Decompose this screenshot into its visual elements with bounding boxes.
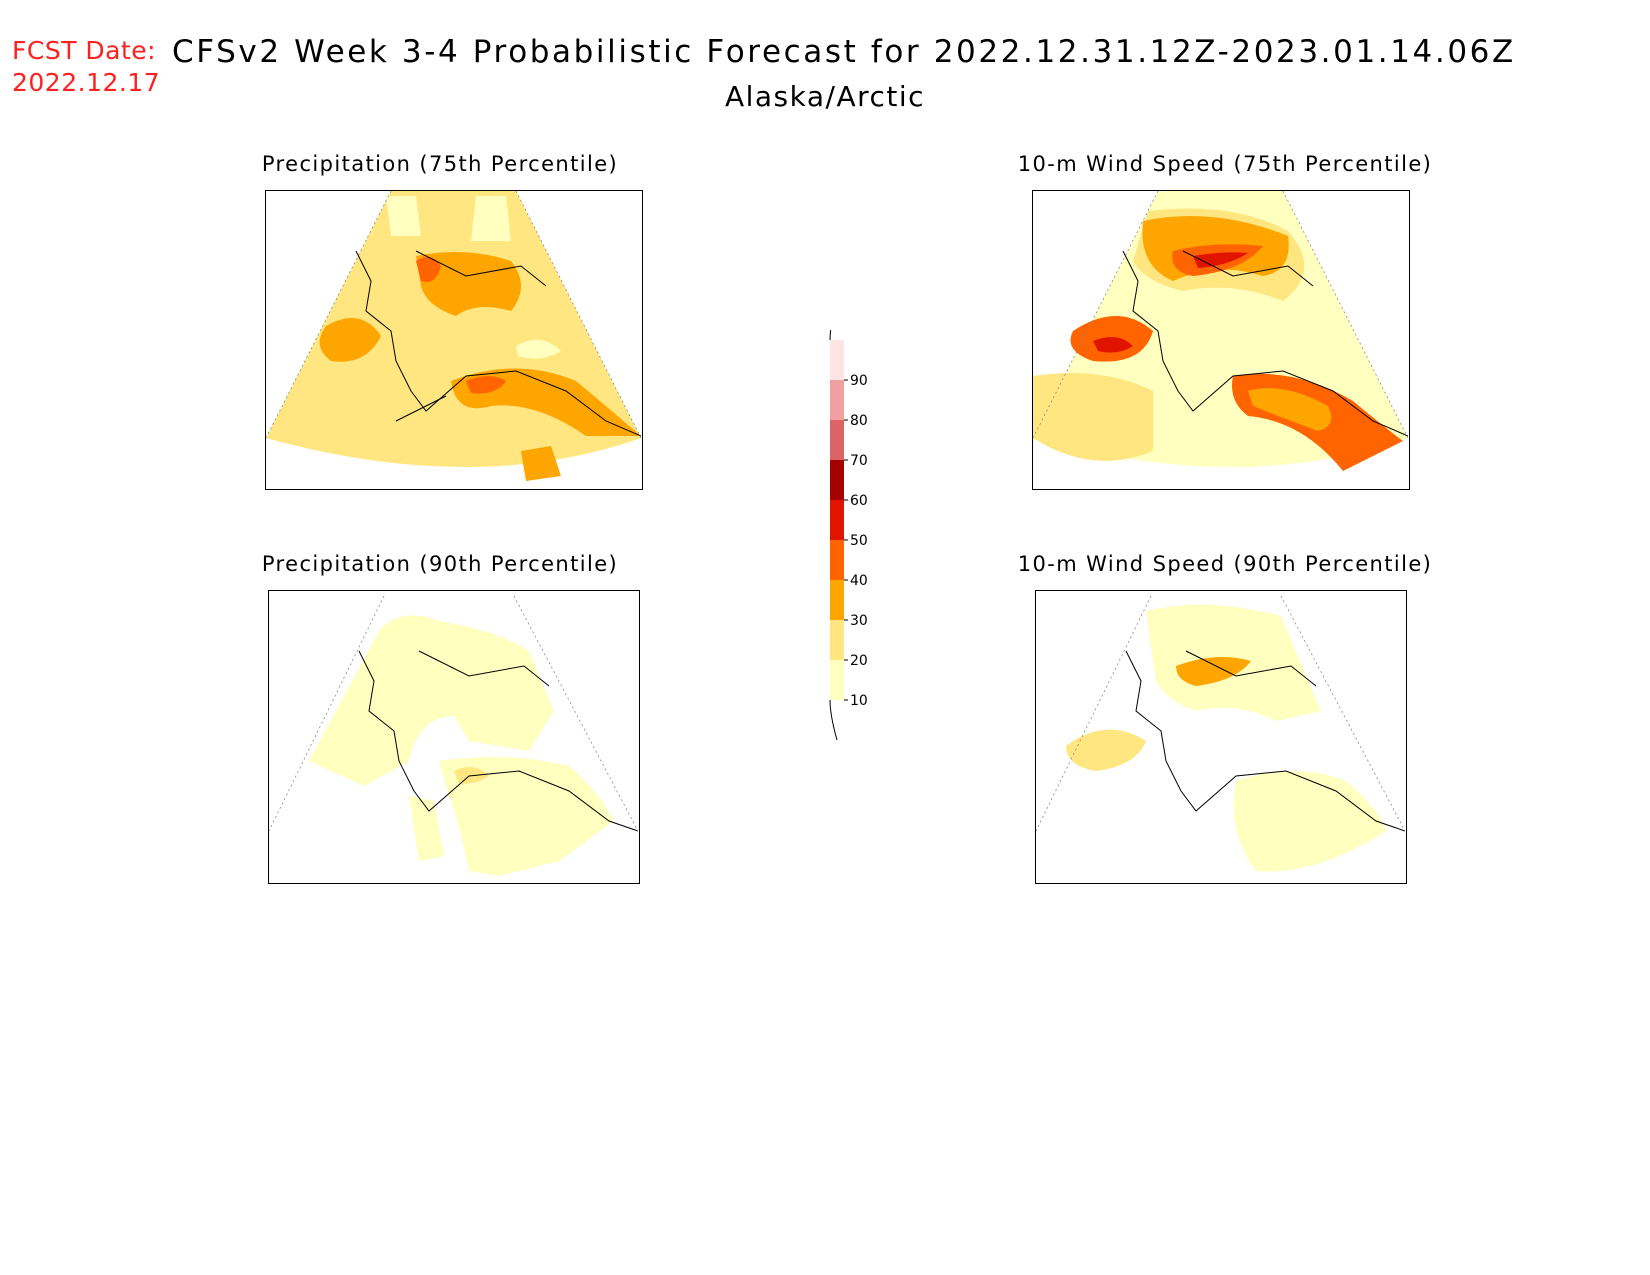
colorbar-tick-label: 20 [850, 653, 868, 669]
colorbar-legend: 10 20 30 40 50 60 70 80 90 [820, 299, 880, 754]
page-title: CFSv2 Week 3-4 Probabilistic Forecast fo… [172, 34, 1516, 70]
colorbar-swatch [830, 460, 844, 500]
colorbar-swatch [830, 420, 844, 460]
colorbar-swatch [830, 580, 844, 620]
colorbar-top-cap [829, 299, 838, 341]
colorbar-swatch [830, 540, 844, 580]
colorbar-tick-label: 30 [850, 613, 868, 629]
colorbar-swatch [830, 660, 844, 700]
map-wind-75 [1032, 190, 1410, 490]
colorbar-tick-label: 80 [850, 413, 868, 429]
region-subtitle: Alaska/Arctic [724, 80, 926, 113]
colorbar-tick-label: 50 [850, 533, 868, 549]
colorbar-swatch [830, 500, 844, 540]
colorbar-tick-label: 60 [850, 493, 868, 509]
colorbar-swatch [830, 340, 844, 380]
colorbar-tick-label: 40 [850, 573, 868, 589]
panel-title-precip-90: Precipitation (90th Percentile) [261, 552, 619, 576]
colorbar-tick-label: 70 [850, 453, 868, 469]
colorbar-bottom-cap [829, 699, 838, 741]
fcst-date-label: FCST Date: [12, 36, 157, 65]
map-wind-90 [1035, 590, 1407, 884]
colorbar-swatch [830, 380, 844, 420]
colorbar-swatch [830, 620, 844, 660]
map-precip-75 [265, 190, 643, 490]
fcst-date-value: 2022.12.17 [12, 68, 161, 97]
colorbar-tick-label: 10 [850, 693, 868, 709]
panel-title-wind-90: 10-m Wind Speed (90th Percentile) [1017, 552, 1433, 576]
colorbar-svg: 10 20 30 40 50 60 70 80 90 [829, 299, 868, 741]
colorbar-tick-label: 90 [850, 373, 868, 389]
map-precip-90 [268, 590, 640, 884]
panel-title-wind-75: 10-m Wind Speed (75th Percentile) [1017, 152, 1433, 176]
panel-title-precip-75: Precipitation (75th Percentile) [261, 152, 619, 176]
